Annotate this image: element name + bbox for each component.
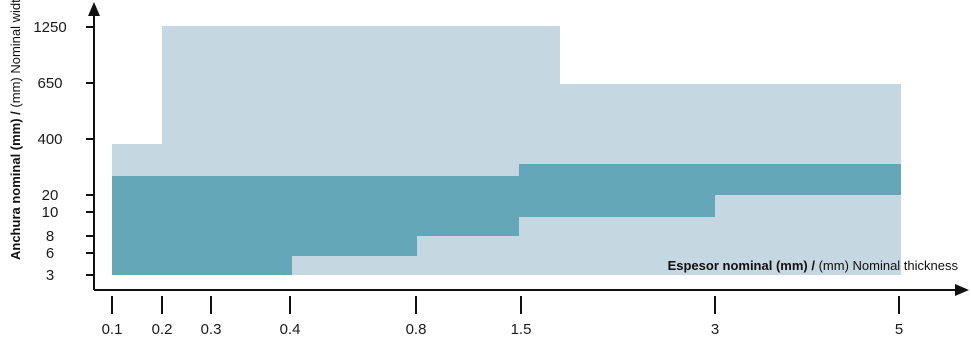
y-axis-title: Anchura nominal (mm) / (mm) Nominal widt… xyxy=(8,0,23,260)
y-tick-group: 3 6 8 10 20 400 650 1250 xyxy=(33,19,94,284)
x-axis-title: Espesor nominal (mm) / (mm) Nominal thic… xyxy=(668,258,959,273)
y-tick-label: 3 xyxy=(46,267,54,284)
y-tick-label: 6 xyxy=(46,245,54,262)
x-tick-label: 0.2 xyxy=(152,321,173,338)
x-tick-label: 0.3 xyxy=(201,321,222,338)
x-tick-label: 1.5 xyxy=(511,321,532,338)
y-tick-label: 10 xyxy=(42,204,59,221)
x-tick-label: 3 xyxy=(711,321,719,338)
x-axis-arrow-icon xyxy=(955,284,969,296)
y-tick-label: 8 xyxy=(46,228,54,245)
x-tick-label: 0.1 xyxy=(102,321,123,338)
y-tick-label: 1250 xyxy=(33,19,66,36)
y-tick-label: 400 xyxy=(37,131,62,148)
x-tick-label: 5 xyxy=(895,321,903,338)
y-axis-arrow-icon xyxy=(88,2,100,16)
x-axis-title-normal: (mm) Nominal thickness xyxy=(815,258,959,273)
y-axis-title-normal: (mm) Nominal width xyxy=(8,0,23,111)
y-tick-label: 20 xyxy=(42,187,59,204)
y-axis-title-bold: Anchura nominal (mm) / xyxy=(8,111,23,260)
x-tick-label: 0.4 xyxy=(280,321,301,338)
inner-range-region xyxy=(112,164,901,275)
x-tick-label: 0.8 xyxy=(406,321,427,338)
y-tick-label: 650 xyxy=(37,75,62,92)
x-axis-title-bold: Espesor nominal (mm) / xyxy=(668,258,816,273)
x-tick-group: 0.1 0.2 0.3 0.4 0.8 1.5 3 5 xyxy=(102,296,903,338)
